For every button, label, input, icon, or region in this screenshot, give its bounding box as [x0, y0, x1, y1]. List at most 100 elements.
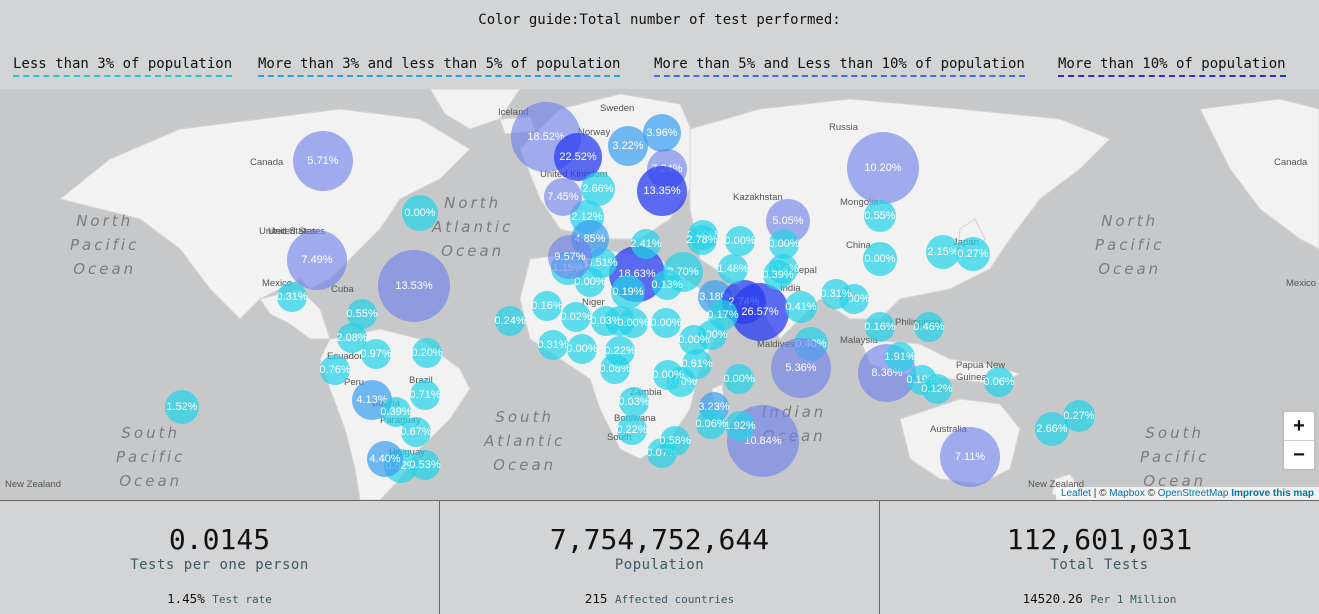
- stat-label: Population: [614, 557, 705, 573]
- country-bubble[interactable]: 0.41%: [785, 291, 817, 323]
- attr-sep-1: | ©: [1090, 488, 1110, 499]
- country-bubble[interactable]: 0.31%: [276, 282, 308, 312]
- country-bubble[interactable]: 0.16%: [864, 312, 896, 342]
- country-label: Mongolia: [840, 197, 879, 208]
- stats-panel: 0.0145 Tests per one person 1.45% Test r…: [0, 500, 1319, 614]
- stat-label: Total Tests: [1050, 557, 1149, 573]
- leaflet-link[interactable]: Leaflet: [1060, 488, 1091, 499]
- guide-title: Color guide:Total number of test perform…: [478, 12, 841, 28]
- country-bubble[interactable]: 0.76%: [319, 355, 351, 385]
- country-bubble[interactable]: 0.31%: [537, 330, 569, 360]
- country-bubble[interactable]: 13.35%: [637, 166, 687, 216]
- country-bubble[interactable]: 0.27%: [1063, 400, 1095, 432]
- country-bubble[interactable]: 0.00%: [617, 308, 649, 338]
- country-bubble[interactable]: 0.24%: [494, 306, 526, 336]
- stat-population: 7,754,752,644 Population 215 Affected co…: [440, 501, 880, 614]
- country-bubble[interactable]: 0.00%: [650, 308, 682, 338]
- country-bubble[interactable]: 1.52%: [165, 390, 199, 424]
- stat-sub: 1.45% Test rate: [0, 591, 439, 606]
- stat-sub-label: Test rate: [212, 593, 272, 606]
- country-bubble[interactable]: 5.36%: [771, 338, 831, 398]
- country-bubble[interactable]: 0.06%: [983, 367, 1015, 397]
- country-bubble[interactable]: 1.91%: [884, 342, 916, 372]
- country-label: New Zealand: [5, 479, 61, 490]
- country-bubble[interactable]: 0.97%: [360, 339, 392, 369]
- country-bubble[interactable]: 7.45%: [544, 178, 582, 216]
- country-bubble[interactable]: 0.55%: [864, 200, 896, 232]
- country-bubble[interactable]: 0.00%: [402, 195, 438, 231]
- attr-sep-2: ©: [1144, 488, 1158, 499]
- color-guide: Color guide:Total number of test perform…: [0, 0, 1319, 89]
- country-bubble[interactable]: 0.00%: [724, 226, 756, 256]
- country-bubble[interactable]: 0.00%: [863, 242, 897, 276]
- country-bubble[interactable]: 0.00%: [566, 334, 598, 364]
- country-label: New Zealand: [1028, 479, 1084, 490]
- country-label: Canada: [1274, 157, 1308, 168]
- country-bubble[interactable]: 2.78%: [686, 225, 718, 255]
- country-bubble[interactable]: 13.53%: [378, 250, 450, 322]
- country-bubble[interactable]: 0.00%: [574, 267, 606, 297]
- country-bubble[interactable]: 0.20%: [411, 338, 443, 368]
- country-bubble[interactable]: 0.58%: [659, 426, 691, 456]
- country-bubble[interactable]: 0.03%: [618, 387, 650, 417]
- stat-value: 112,601,031: [1006, 523, 1193, 556]
- country-label: India: [780, 283, 801, 294]
- country-bubble[interactable]: 4.40%: [367, 441, 403, 477]
- country-bubble[interactable]: 0.12%: [921, 374, 953, 404]
- country-bubble[interactable]: 0.27%: [956, 237, 990, 271]
- country-bubble[interactable]: 26.57%: [731, 283, 789, 341]
- country-bubble[interactable]: 9.57%: [548, 235, 592, 279]
- country-bubble[interactable]: 0.71%: [409, 380, 441, 410]
- world-map[interactable]: Iceland Sweden Norway Russia Canada Canada Uni…: [0, 89, 1319, 500]
- country-label: Peru: [344, 377, 365, 388]
- osm-link[interactable]: OpenStreetMap: [1157, 488, 1229, 499]
- country-bubble[interactable]: 0.17%: [707, 300, 739, 330]
- country-bubble[interactable]: 0.55%: [346, 299, 378, 329]
- country-bubble[interactable]: 2.66%: [581, 172, 615, 206]
- country-bubble[interactable]: 0.00%: [652, 360, 684, 390]
- improve-map-link[interactable]: Improve this map: [1231, 488, 1314, 499]
- country-label: United States: [268, 226, 326, 237]
- country-bubble[interactable]: 0.02%: [560, 302, 592, 332]
- country-bubble[interactable]: 2.15%: [926, 235, 960, 269]
- country-bubble[interactable]: 1.48%: [717, 254, 749, 284]
- zoom-in-button[interactable]: +: [1284, 412, 1314, 441]
- zoom-out-button[interactable]: −: [1293, 444, 1305, 466]
- country-bubble[interactable]: 0.53%: [409, 450, 441, 480]
- country-bubble[interactable]: 0.31%: [820, 279, 852, 309]
- country-bubble[interactable]: 3.96%: [643, 114, 681, 152]
- zoom-control: + −: [1282, 410, 1316, 471]
- country-bubble[interactable]: 5.71%: [293, 131, 353, 191]
- country-bubble[interactable]: 0.16%: [531, 291, 563, 321]
- mapbox-link[interactable]: Mapbox: [1109, 488, 1145, 499]
- country-bubble[interactable]: 0.03%: [590, 306, 622, 336]
- country-bubble[interactable]: 0.67%: [400, 417, 432, 447]
- country-bubble[interactable]: 7.11%: [940, 427, 1000, 487]
- country-bubble[interactable]: 0.13%: [651, 270, 683, 300]
- country-label: Maldives: [757, 339, 795, 350]
- country-bubble[interactable]: 0.06%: [695, 409, 727, 439]
- country-bubble[interactable]: 0.39%: [762, 260, 794, 290]
- country-bubble[interactable]: 1.92%: [724, 411, 756, 441]
- country-bubble[interactable]: 0.22%: [604, 336, 636, 366]
- country-bubble[interactable]: 0.00%: [723, 364, 755, 394]
- stat-sub-label: Per 1 Million: [1090, 593, 1177, 606]
- stat-label: Tests per one person: [130, 557, 309, 573]
- map-attribution: Leaflet | © Mapbox © OpenStreetMap Impro…: [1055, 487, 1319, 500]
- country-label: Papua New: [956, 360, 1006, 371]
- country-bubble[interactable]: 2.41%: [630, 229, 662, 259]
- country-label: Russia: [829, 122, 859, 133]
- country-bubble[interactable]: 0.46%: [913, 312, 945, 342]
- stat-sub: 14520.26 Per 1 Million: [880, 591, 1319, 606]
- ocean-label: North Pacific Ocean: [1095, 212, 1165, 278]
- country-label: Norway: [578, 127, 611, 138]
- country-bubble[interactable]: 10.20%: [847, 132, 919, 204]
- country-bubble[interactable]: 0.19%: [611, 275, 645, 309]
- country-bubble[interactable]: 0.61%: [681, 349, 713, 379]
- country-bubble[interactable]: 0.22%: [616, 415, 648, 445]
- country-bubble[interactable]: 3.22%: [608, 126, 648, 166]
- legend-item-under-3: Less than 3% of population: [13, 56, 233, 77]
- country-bubble[interactable]: 7.49%: [287, 230, 347, 290]
- stat-tests-per-person: 0.0145 Tests per one person 1.45% Test r…: [0, 501, 440, 614]
- country-bubble[interactable]: 0.00%: [678, 325, 710, 355]
